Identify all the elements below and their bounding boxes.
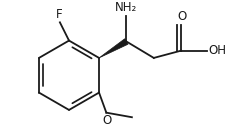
Text: OH: OH xyxy=(208,44,226,57)
Polygon shape xyxy=(99,39,128,58)
Text: O: O xyxy=(102,114,111,127)
Text: NH₂: NH₂ xyxy=(115,1,137,14)
Text: F: F xyxy=(55,7,62,21)
Text: O: O xyxy=(177,10,186,23)
